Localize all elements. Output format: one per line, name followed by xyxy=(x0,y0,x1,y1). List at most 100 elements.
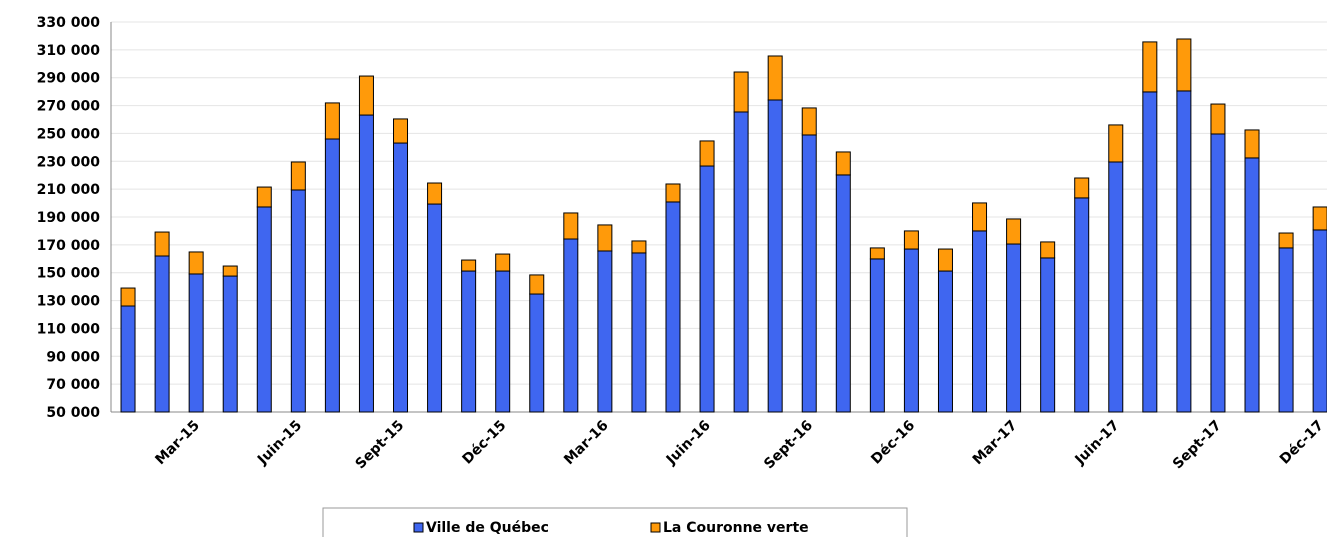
bar-segment xyxy=(699,140,715,167)
bar-segment xyxy=(393,118,409,144)
bar-segment xyxy=(358,114,374,413)
bar-segment xyxy=(699,165,715,413)
bar-segment xyxy=(835,174,851,413)
bar-segment xyxy=(665,201,681,413)
y-tick-label: 110 000 xyxy=(37,321,101,337)
bar-segment xyxy=(256,206,272,413)
bar-segment xyxy=(461,259,477,272)
bar-segment xyxy=(937,248,953,272)
bar-segment xyxy=(801,134,817,413)
y-tick-label: 210 000 xyxy=(37,182,101,198)
y-tick-label: 50 000 xyxy=(46,405,100,421)
x-tick-label: Déc-15 xyxy=(460,418,510,468)
bar-segment xyxy=(835,151,851,176)
y-tick-label: 290 000 xyxy=(37,71,101,87)
bar-segment xyxy=(324,102,340,140)
y-tick-label: 270 000 xyxy=(37,99,101,115)
bar-segment xyxy=(393,142,409,413)
bar-segment xyxy=(903,248,919,413)
x-tick-label: Mar-16 xyxy=(561,418,612,469)
bar-segment xyxy=(495,270,511,413)
bar-segment xyxy=(358,75,374,116)
y-tick-label: 190 000 xyxy=(37,210,101,226)
y-tick-label: 230 000 xyxy=(37,154,101,170)
x-tick-label: Sept-15 xyxy=(352,418,407,473)
bar-segment xyxy=(631,252,647,413)
bar-segment xyxy=(1006,243,1022,413)
legend-box xyxy=(322,507,908,537)
bar-segment xyxy=(324,138,340,413)
bar-segment xyxy=(222,265,238,277)
bar-segment xyxy=(869,247,885,260)
bar-segment xyxy=(1040,241,1056,259)
y-tick-label: 170 000 xyxy=(37,238,101,254)
bar-segment xyxy=(1074,177,1090,199)
bar-segment xyxy=(188,273,204,413)
x-tick-label: Mar-17 xyxy=(970,418,1021,469)
bar-segment xyxy=(597,250,613,413)
bar-segment xyxy=(427,203,443,413)
bar-segment xyxy=(461,270,477,413)
bar-segment xyxy=(1006,218,1022,245)
y-tick-label: 310 000 xyxy=(37,43,101,59)
legend-swatch xyxy=(413,522,424,533)
bar-segment xyxy=(1278,247,1294,413)
bar-segment xyxy=(1244,129,1260,159)
x-tick-label: Mar-15 xyxy=(152,418,203,469)
legend-label: La Couronne verte xyxy=(663,520,809,536)
bar-segment xyxy=(1312,206,1327,231)
x-tick-label: Juin-15 xyxy=(254,418,305,469)
bar-segment xyxy=(1040,257,1056,413)
bar-segment xyxy=(767,55,783,101)
bar-segment xyxy=(903,230,919,250)
legend-label: Ville de Québec xyxy=(426,520,549,536)
y-tick-label: 90 000 xyxy=(46,349,100,365)
bar-segment xyxy=(1244,157,1260,413)
x-tick-label: Juin-16 xyxy=(663,418,714,469)
bar-segment xyxy=(1176,90,1192,413)
bar-segment xyxy=(1108,161,1124,413)
bar-segment xyxy=(495,253,511,272)
bar-segment xyxy=(222,275,238,413)
bar-segment xyxy=(869,258,885,413)
bar-segment xyxy=(290,161,306,191)
bar-segment xyxy=(1210,133,1226,413)
x-tick-label: Juin-17 xyxy=(1072,418,1123,469)
bar-segment xyxy=(1312,229,1327,413)
bar-segment xyxy=(1108,124,1124,163)
bar-segment xyxy=(120,305,136,413)
y-tick-label: 250 000 xyxy=(37,126,101,142)
bar-segment xyxy=(1176,38,1192,92)
bar-segment xyxy=(529,274,545,295)
bar-segment xyxy=(427,182,443,205)
bar-segment xyxy=(563,212,579,240)
bar-segment xyxy=(1210,103,1226,135)
bar-segment xyxy=(972,230,988,413)
bar-segment xyxy=(972,202,988,232)
y-tick-label: 330 000 xyxy=(37,15,101,31)
bar-segment xyxy=(631,240,647,254)
x-tick-label: Sept-16 xyxy=(761,418,816,473)
bar-segment xyxy=(120,287,136,307)
bar-segment xyxy=(767,99,783,413)
bar-segment xyxy=(733,111,749,413)
bar-segment xyxy=(801,107,817,136)
bar-segment xyxy=(597,224,613,252)
bar-segment xyxy=(188,251,204,275)
bar-segment xyxy=(529,293,545,413)
x-tick-label: Déc-17 xyxy=(1277,418,1327,468)
bar-segment xyxy=(563,238,579,413)
bar-segment xyxy=(154,231,170,257)
bar-segment xyxy=(937,270,953,413)
x-tick-label: Sept-17 xyxy=(1170,418,1225,473)
bar-segment xyxy=(1142,91,1158,413)
bar-segment xyxy=(1278,232,1294,249)
bar-segment xyxy=(733,71,749,113)
legend-swatch xyxy=(650,522,661,533)
bar-segment xyxy=(1142,41,1158,93)
bar-segment xyxy=(665,183,681,203)
y-tick-label: 130 000 xyxy=(37,294,101,310)
bar-segment xyxy=(154,255,170,413)
y-tick-label: 150 000 xyxy=(37,266,101,282)
y-tick-label: 70 000 xyxy=(46,377,100,393)
